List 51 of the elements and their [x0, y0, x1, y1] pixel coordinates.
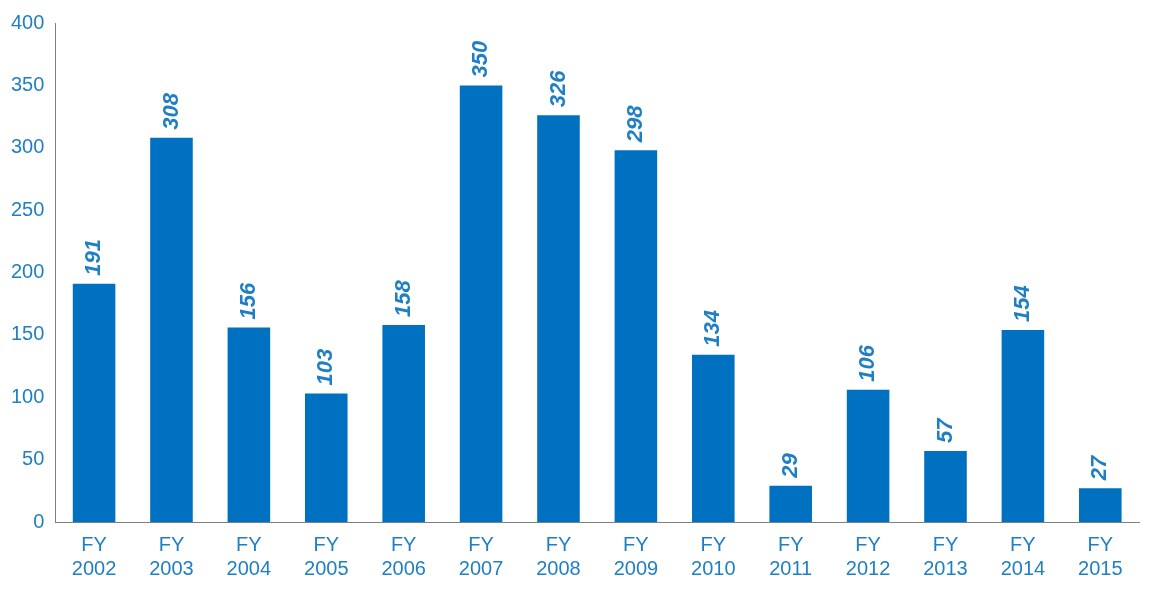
y-tick-label: 100 — [10, 384, 45, 407]
x-tick-label: FY 2005 — [304, 532, 349, 579]
y-tick-label: 400 — [10, 10, 45, 33]
x-tick-label: FY 2012 — [845, 532, 891, 579]
x-tick-label: FY 2003 — [149, 532, 194, 579]
y-tick-label: 0 — [33, 509, 45, 532]
bar — [769, 485, 812, 522]
x-tick-label: FY 2007 — [458, 532, 504, 579]
y-tick-label: 300 — [10, 135, 45, 158]
y-tick-label: 200 — [10, 260, 45, 283]
data-label: 158 — [389, 279, 415, 317]
bar — [382, 324, 425, 522]
x-tick-label: FY 2006 — [381, 532, 426, 579]
data-label: 326 — [544, 69, 570, 108]
x-tick-label: FY 2010 — [691, 532, 736, 579]
data-label: 27 — [1086, 454, 1112, 482]
x-tick-label: FY 2015 — [1078, 532, 1123, 579]
data-label: 154 — [1008, 285, 1034, 322]
bar — [692, 354, 735, 522]
data-label: 308 — [157, 92, 183, 130]
data-label: 134 — [699, 310, 725, 347]
bar — [614, 150, 658, 522]
data-label: 103 — [312, 348, 338, 386]
bar — [459, 85, 503, 522]
bar — [1079, 488, 1122, 522]
bar — [72, 283, 116, 522]
x-tick-label: FY 2009 — [613, 532, 659, 579]
data-label: 191 — [80, 239, 106, 276]
data-label: 350 — [467, 39, 493, 78]
x-tick-label: FY 2004 — [226, 532, 272, 579]
bar — [150, 137, 193, 522]
data-label: 298 — [621, 104, 647, 144]
x-tick-label: FY 2014 — [1000, 532, 1046, 579]
y-tick-label: 250 — [10, 197, 45, 220]
y-tick-label: 150 — [10, 322, 45, 345]
bar — [924, 450, 967, 522]
bar — [846, 389, 890, 522]
x-tick-label: FY 2011 — [769, 532, 813, 579]
x-tick-label: FY 2008 — [536, 532, 581, 579]
bar — [227, 327, 271, 522]
data-label: 106 — [854, 344, 880, 382]
bar — [304, 393, 348, 522]
data-label: 156 — [234, 281, 260, 320]
y-tick-label: 350 — [10, 72, 45, 95]
y-tick-label: 50 — [22, 447, 45, 470]
x-tick-label: FY 2013 — [923, 532, 968, 579]
bar — [537, 115, 580, 522]
x-tick-label: FY 2002 — [71, 532, 117, 579]
data-label: 29 — [776, 452, 802, 479]
bar — [1001, 329, 1045, 522]
data-label: 57 — [931, 416, 957, 443]
